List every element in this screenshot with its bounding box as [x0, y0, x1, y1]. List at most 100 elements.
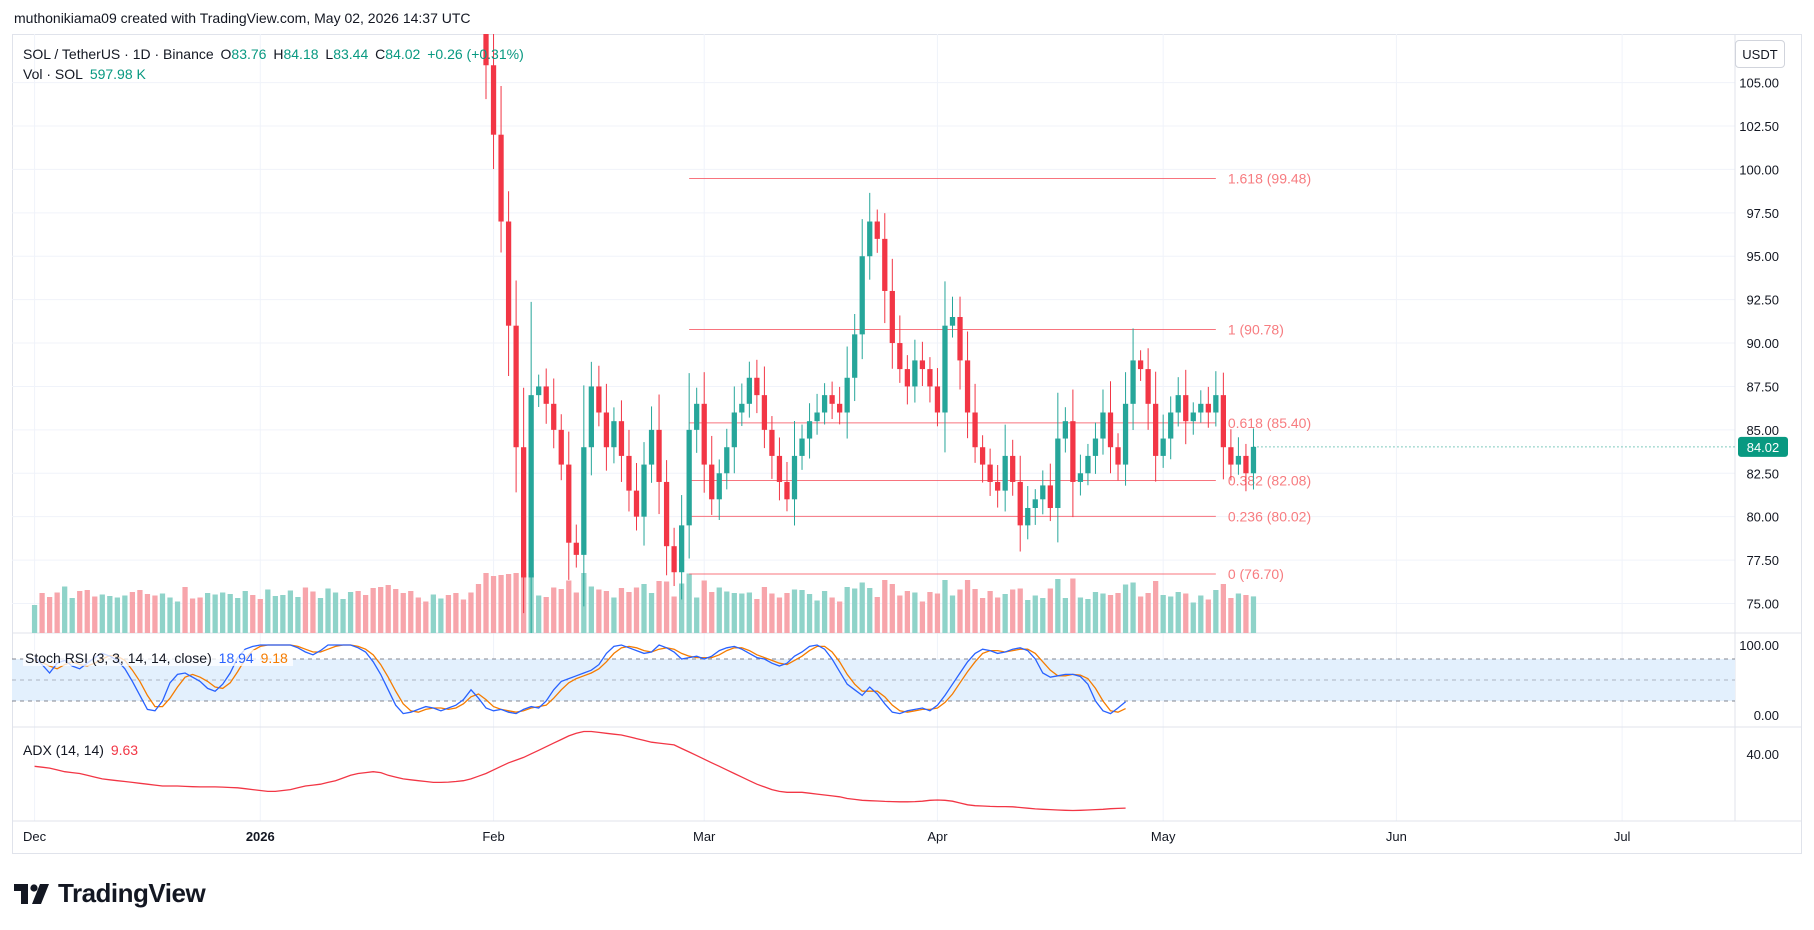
volume-bar	[483, 573, 489, 633]
volume-bar	[874, 597, 880, 633]
volume-bar	[1228, 598, 1234, 633]
volume-bar	[332, 592, 339, 633]
candle-body	[957, 317, 963, 361]
candle-body	[1228, 447, 1234, 465]
brand-name: TradingView	[58, 878, 206, 908]
price-tick-label: 90.00	[1746, 336, 1779, 351]
candle-body	[656, 429, 662, 482]
volume-bar	[551, 587, 557, 633]
candle-body	[566, 464, 572, 543]
volume-bar	[1077, 597, 1084, 633]
volume-bar	[1017, 588, 1023, 633]
volume-bar	[1243, 595, 1249, 633]
candle-body	[520, 447, 527, 578]
candle-body	[867, 221, 873, 257]
volume-bar	[355, 591, 361, 633]
volume-bar	[686, 573, 692, 633]
volume-bar	[438, 598, 444, 633]
candle-body	[972, 412, 978, 448]
candle-body	[1025, 507, 1031, 526]
volume-bar	[325, 588, 331, 633]
volume-bar	[505, 574, 512, 633]
stoch-rsi-k-line	[34, 644, 1127, 715]
volume-bar	[566, 580, 572, 633]
volume-bar	[536, 595, 542, 633]
volume-bar	[182, 587, 188, 633]
volume-bar	[821, 591, 828, 633]
stoch-rsi-pane	[12, 644, 1735, 715]
candle-body	[814, 412, 820, 422]
symbol-legend: SOL / TetherUS · 1D · Binance O83.76 H84…	[23, 46, 527, 62]
candle-body	[483, 34, 489, 66]
price-tick-label: 100.00	[1739, 162, 1779, 177]
candle-body	[746, 377, 752, 404]
candle-body	[1205, 403, 1211, 413]
candle-body	[573, 542, 579, 555]
candle-body	[709, 464, 715, 500]
candle-body	[739, 403, 745, 413]
candle-body	[1100, 412, 1106, 439]
fib-level-label: 1 (90.78)	[1228, 322, 1284, 338]
volume-bar	[475, 584, 482, 633]
fib-level-label: 0.382 (82.08)	[1228, 473, 1311, 489]
open-value: 83.76	[231, 46, 267, 62]
candle-body	[942, 325, 948, 413]
volume-bar	[679, 583, 685, 633]
volume-bar	[814, 600, 820, 633]
adx-label[interactable]: ADX (14, 14)	[23, 742, 104, 758]
candle-body	[949, 317, 956, 326]
volume-bar	[144, 594, 151, 633]
currency-unit-button[interactable]: USDT	[1735, 40, 1785, 68]
time-tick-label: Jun	[1386, 829, 1407, 844]
volume-bar	[69, 598, 75, 633]
candle-body	[904, 369, 910, 387]
candle-body	[1055, 438, 1061, 508]
stoch-rsi-d-line	[34, 644, 1126, 713]
volume-bar	[1047, 588, 1053, 633]
volume-bar	[347, 592, 354, 633]
volume-bar	[837, 601, 843, 633]
candle-body	[1107, 412, 1114, 448]
stoch-rsi-tick-label: 0.00	[1754, 708, 1779, 723]
candle-body	[1047, 485, 1053, 508]
candle-body	[1070, 421, 1076, 482]
volume-bar	[362, 595, 369, 633]
volume-label[interactable]: Vol · SOL	[23, 66, 83, 82]
volume-bar	[1198, 595, 1204, 633]
change-value: +0.26 (+0.31%)	[427, 46, 524, 62]
volume-bar	[1055, 579, 1061, 633]
volume-bar	[393, 589, 399, 633]
volume-bar	[731, 593, 737, 633]
volume-bar	[806, 594, 813, 633]
candle-body	[1010, 455, 1016, 482]
candle-body	[498, 134, 504, 222]
stoch-rsi-label[interactable]: Stoch RSI (3, 3, 14, 14, close)	[25, 650, 212, 666]
symbol-name[interactable]: SOL / TetherUS · 1D · Binance	[23, 46, 214, 62]
volume-bar	[204, 593, 211, 633]
candle-body	[799, 438, 805, 456]
candle-body	[1145, 369, 1151, 404]
candlesticks	[483, 34, 1735, 633]
candle-body	[769, 429, 775, 456]
volume-bar	[912, 592, 918, 633]
candle-body	[648, 429, 655, 465]
candle-body	[490, 65, 497, 135]
volume-bar	[1122, 584, 1129, 633]
volume-bar	[453, 593, 459, 633]
adx-pane	[34, 730, 1126, 812]
price-tick-label: 102.50	[1739, 119, 1779, 134]
candle-body	[1198, 403, 1204, 413]
candle-body	[1250, 446, 1257, 474]
volume-bar	[129, 592, 136, 633]
candle-body	[1183, 395, 1189, 422]
candle-body	[1153, 403, 1159, 456]
volume-bar	[430, 594, 436, 633]
volume-bar	[709, 592, 715, 633]
volume-bar	[671, 596, 677, 633]
candle-body	[791, 455, 798, 500]
adx-tick-label: 40.00	[1746, 747, 1779, 762]
volume-bar	[1235, 593, 1242, 633]
volume-bar	[656, 581, 662, 633]
chart-frame	[12, 34, 1802, 854]
